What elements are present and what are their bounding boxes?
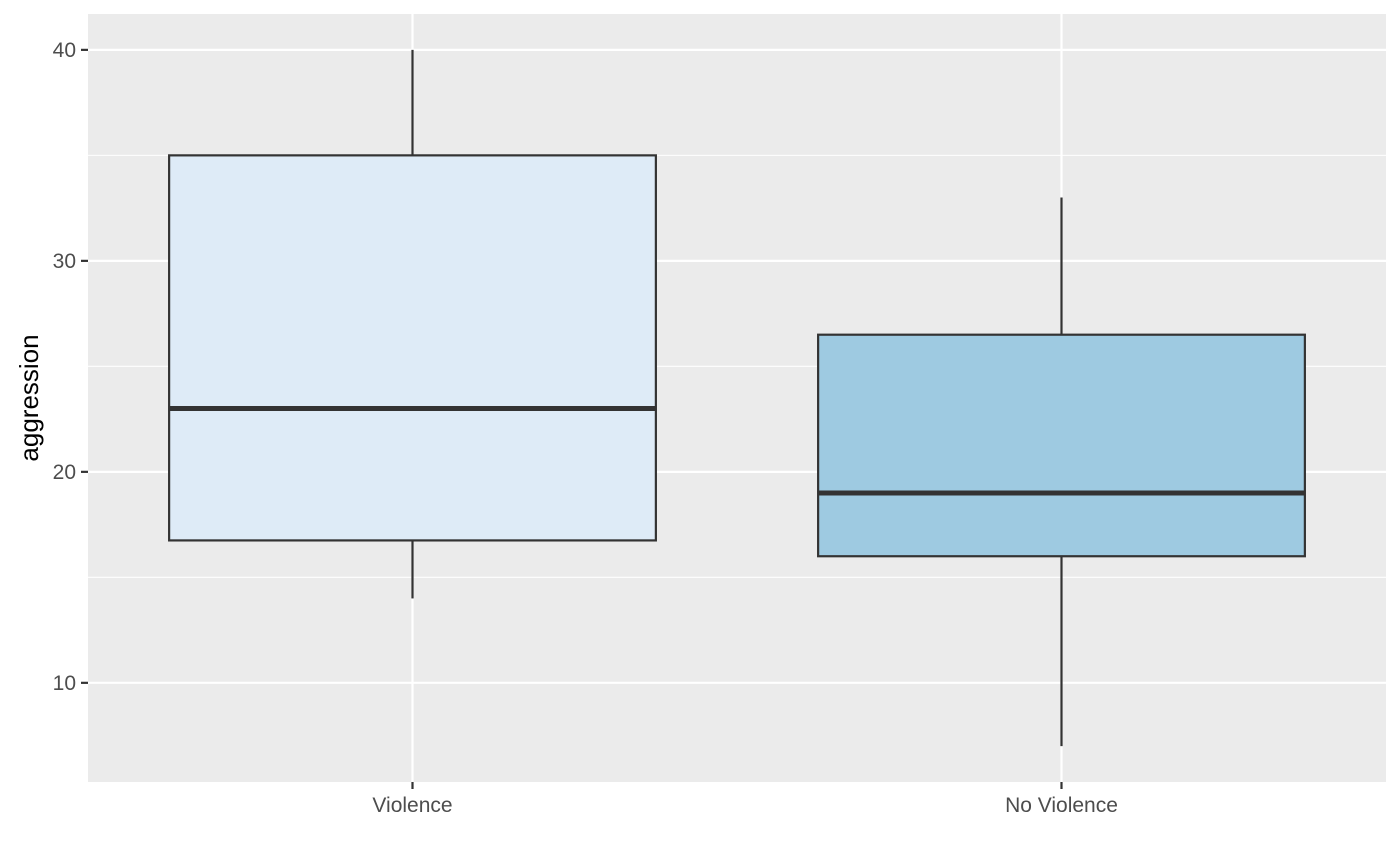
- y-tick-label: 40: [53, 39, 76, 62]
- y-axis: 10 20 30 40: [53, 39, 88, 695]
- y-axis-title: aggression: [14, 334, 44, 461]
- boxes: [168, 49, 1306, 747]
- box-violence: [168, 49, 657, 599]
- y-tick-label: 30: [53, 250, 76, 273]
- box-body: [817, 333, 1306, 558]
- box-no-violence: [817, 197, 1306, 747]
- y-tick-label: 20: [53, 461, 76, 484]
- y-tick-label: 10: [53, 672, 76, 695]
- x-axis: Violence No Violence: [372, 782, 1118, 817]
- x-tick-label: No Violence: [1005, 794, 1118, 817]
- x-tick-label: Violence: [372, 794, 452, 817]
- box-body: [168, 154, 657, 542]
